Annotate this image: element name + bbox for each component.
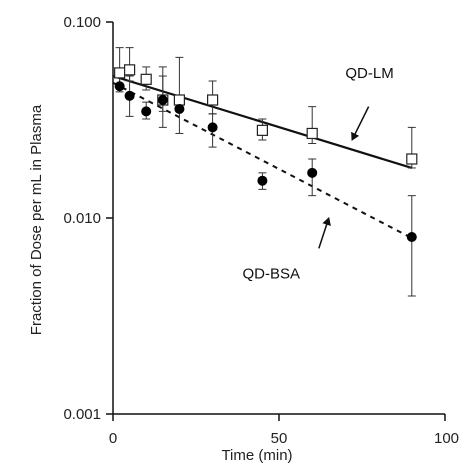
data-point-qd-bsa	[141, 106, 152, 117]
x-axis-label: Time (min)	[221, 447, 292, 464]
x-tick-label: 50	[271, 430, 288, 447]
data-point-qd-bsa	[114, 81, 125, 92]
series-label: QD-LM	[345, 65, 393, 82]
y-tick-label: 0.010	[63, 210, 101, 227]
data-point-qd-lm	[114, 67, 126, 79]
data-point-qd-lm	[173, 94, 185, 106]
annotation-arrow	[318, 217, 331, 249]
data-point-qd-lm	[406, 153, 418, 165]
y-tick-label: 0.001	[63, 406, 101, 423]
data-point-qd-lm	[207, 94, 219, 106]
series-label: QD-BSA	[242, 266, 300, 283]
annotation-arrow	[351, 106, 370, 141]
fit-line	[112, 81, 413, 239]
y-tick-group: 0.001 0.010 0.100	[63, 14, 113, 423]
data-point-qd-lm	[306, 127, 318, 140]
data-point-qd-bsa	[257, 175, 268, 186]
x-tick-label: 100	[434, 430, 459, 447]
x-tick-label: 0	[109, 430, 117, 447]
data-point-qd-lm	[123, 64, 136, 76]
data-markers	[114, 64, 418, 242]
annotations: QD-LM QD-BSA	[242, 65, 393, 283]
data-point-qd-lm	[140, 73, 152, 85]
y-tick-label: 0.100	[63, 14, 101, 31]
data-point-qd-bsa	[174, 103, 185, 114]
data-point-qd-bsa	[124, 90, 135, 101]
data-point-qd-bsa	[307, 167, 318, 178]
x-tick-group: 0 50 100	[109, 414, 459, 447]
error-bars	[115, 47, 416, 297]
data-point-qd-bsa	[406, 231, 417, 242]
data-point-qd-bsa	[207, 122, 218, 133]
y-axis-label: Fraction of Dose per mL in Plasma	[28, 104, 45, 335]
data-point-qd-bsa	[157, 94, 168, 105]
data-point-qd-lm	[256, 124, 268, 136]
